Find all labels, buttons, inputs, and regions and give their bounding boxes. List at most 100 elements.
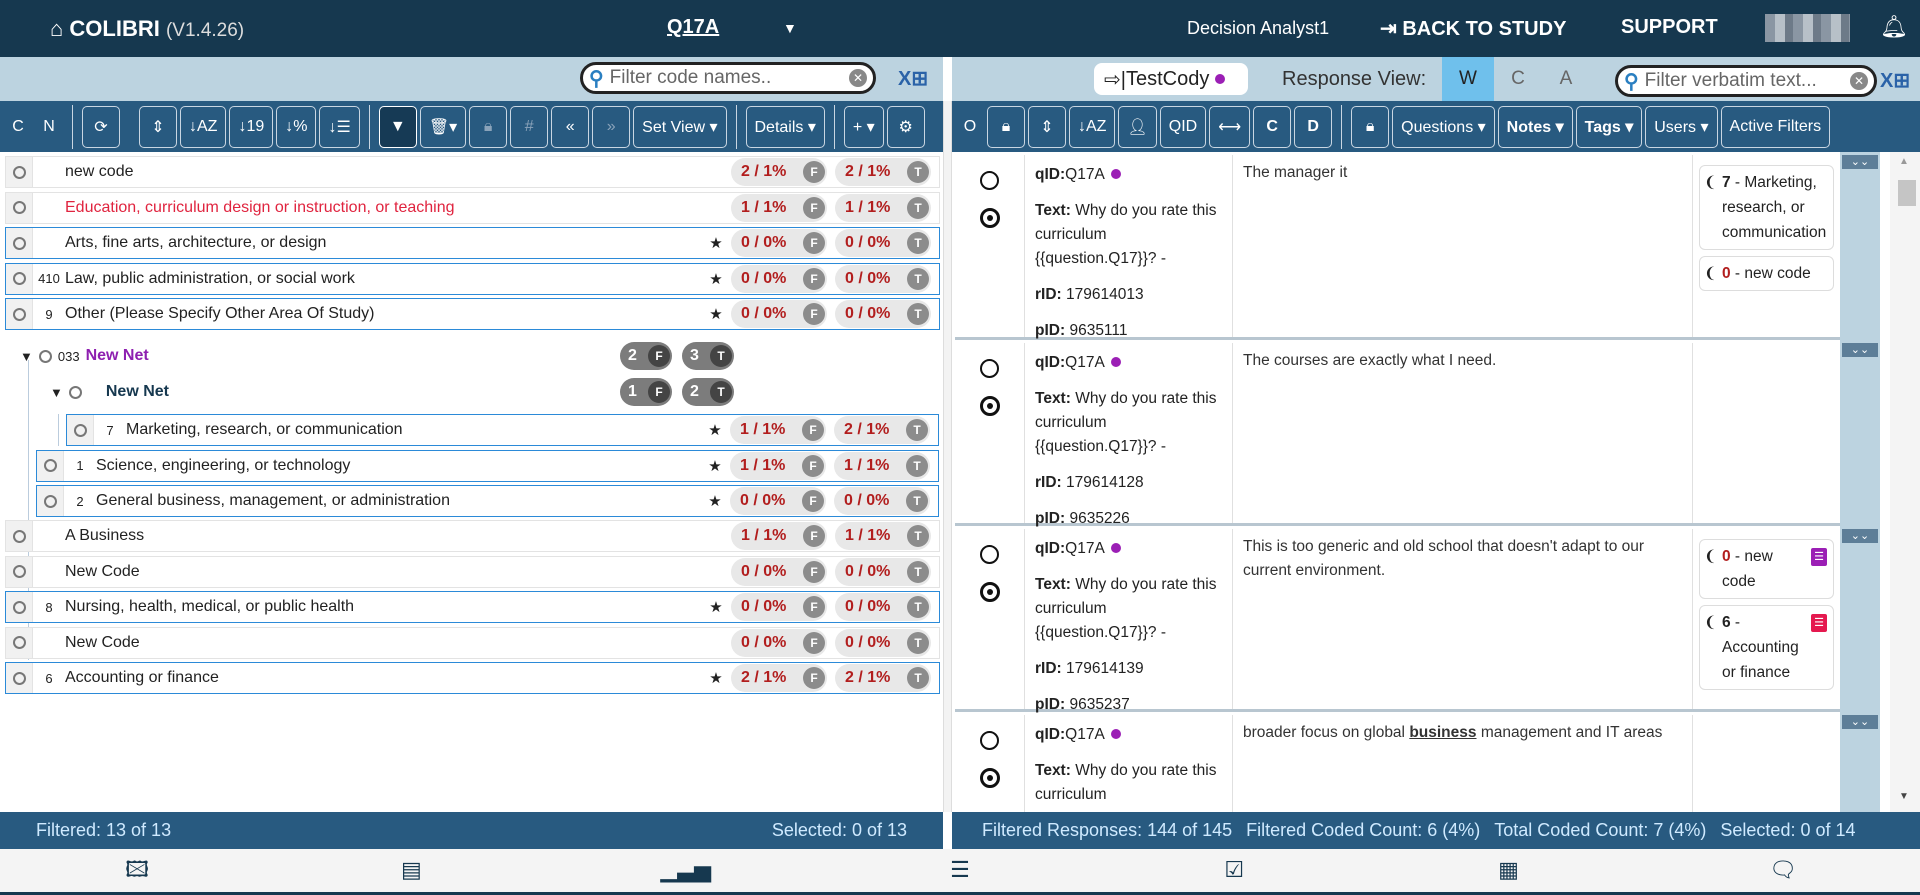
radio-icon[interactable]: [43, 459, 57, 472]
d-button[interactable]: D: [1294, 105, 1333, 148]
gallery-icon[interactable]: 🖾: [125, 857, 150, 882]
sort-alpha-button[interactable]: ↓AZ: [180, 105, 227, 148]
users-dropdown[interactable]: Users ▾: [1645, 105, 1718, 148]
scrollbar[interactable]: ▲ ▼: [1890, 152, 1920, 812]
row-select-cell[interactable]: [6, 228, 33, 258]
star-icon[interactable]: ★: [708, 422, 722, 439]
radio-icon[interactable]: [12, 671, 26, 685]
code-row[interactable]: 7 Marketing, research, or communication …: [66, 414, 939, 446]
caret-down-icon[interactable]: ▼: [50, 384, 63, 400]
remove-code-icon[interactable]: ❨: [1704, 548, 1717, 565]
lock-button[interactable]: 🔒︎: [987, 105, 1025, 148]
target-icon[interactable]: [979, 396, 1000, 416]
view-a-button[interactable]: A: [1559, 68, 1573, 89]
row-select-cell[interactable]: [37, 486, 64, 516]
row-select-cell[interactable]: [6, 192, 33, 223]
code-row[interactable]: 2 General business, management, or admin…: [36, 485, 939, 517]
net-row[interactable]: ▼ 033 New Net 2 F 3 T: [20, 342, 940, 370]
checklist-icon[interactable]: ☑: [1224, 857, 1245, 882]
response-card[interactable]: qID:Q17A Text: Why do you rate this curri…: [955, 343, 1840, 527]
response-card[interactable]: qID:Q17A Text: Why do you rate this curri…: [955, 155, 1840, 340]
radio-icon[interactable]: [12, 236, 26, 250]
select-radio[interactable]: [980, 545, 999, 564]
sort-numeric-button[interactable]: ↓19: [229, 105, 274, 148]
row-select-cell[interactable]: [6, 663, 33, 693]
excel-export-icon[interactable]: X⊞: [898, 68, 929, 90]
code-row[interactable]: 410 Law, public administration, or socia…: [5, 262, 940, 295]
row-select-cell[interactable]: [6, 263, 33, 294]
code-row[interactable]: 8 Nursing, health, medical, or public he…: [5, 591, 940, 623]
scroll-down-icon[interactable]: ▼: [1899, 791, 1909, 802]
star-icon[interactable]: ★: [709, 599, 723, 616]
lock-filter-button[interactable]: 🔒︎: [1351, 105, 1390, 148]
app-logo[interactable]: ⌂ COLIBRI (V1.4.26): [50, 16, 245, 41]
expand-button[interactable]: »: [592, 105, 631, 148]
bar-chart-icon[interactable]: ▁▃▅: [660, 857, 712, 882]
notes-dropdown[interactable]: Notes ▾: [1497, 105, 1573, 148]
radio-icon[interactable]: [43, 494, 57, 508]
row-select-cell[interactable]: [6, 157, 33, 187]
star-icon[interactable]: ★: [709, 235, 723, 252]
response-card[interactable]: qID:Q17A Text: Why do you rate this curri…: [955, 715, 1840, 812]
question-selector[interactable]: Q17A: [667, 16, 720, 38]
code-row[interactable]: Arts, fine arts, architecture, or design…: [5, 227, 940, 259]
document-icon[interactable]: ▤: [401, 857, 422, 882]
applied-code-chip[interactable]: ❨ 0 - new code ☰: [1699, 539, 1834, 599]
view-c-button[interactable]: C: [1511, 68, 1525, 89]
user-button[interactable]: 👤︎: [1118, 105, 1157, 148]
code-row[interactable]: new code 2 / 1% F 2 / 1% T: [5, 156, 940, 188]
lock-button[interactable]: 🔒︎: [469, 105, 508, 148]
filter-button[interactable]: ▼: [378, 105, 417, 148]
support-link[interactable]: SUPPORT: [1621, 16, 1718, 38]
code-row[interactable]: New Code 0 / 0% F 0 / 0% T: [5, 555, 940, 588]
radio-icon[interactable]: [12, 600, 26, 614]
code-row[interactable]: New Code 0 / 0% F 0 / 0% T: [5, 626, 940, 659]
remove-code-icon[interactable]: ❨: [1704, 174, 1717, 191]
star-icon[interactable]: ★: [709, 270, 723, 288]
expand-chevron-icon[interactable]: ⌄⌄: [1842, 155, 1878, 169]
applied-code-chip[interactable]: ❨ 6 - Accounting or finance ☰: [1699, 605, 1834, 690]
select-all-toggle[interactable]: O: [963, 117, 977, 135]
view-w-button[interactable]: W: [1442, 57, 1494, 101]
sort-toggle-button[interactable]: ⇕: [139, 105, 177, 148]
scrollbar-thumb[interactable]: [1898, 180, 1916, 206]
remove-code-icon[interactable]: ❨: [1704, 265, 1717, 282]
star-icon[interactable]: ★: [709, 670, 723, 687]
clear-icon[interactable]: ✕: [849, 69, 867, 87]
active-filters-dropdown[interactable]: Active Filters: [1720, 105, 1831, 148]
row-select-cell[interactable]: [6, 592, 33, 622]
clear-icon[interactable]: ✕: [1850, 72, 1868, 90]
response-card[interactable]: qID:Q17A Text: Why do you rate this curri…: [955, 529, 1840, 713]
chevron-down-icon[interactable]: ▼: [783, 20, 797, 36]
applied-code-chip[interactable]: ❨ 7 - Marketing, research, or communicati…: [1699, 165, 1834, 250]
radio-icon[interactable]: [12, 201, 26, 214]
radio-icon[interactable]: [68, 385, 82, 399]
remove-code-icon[interactable]: ❨: [1704, 614, 1717, 631]
refresh-button[interactable]: ⟳: [82, 105, 120, 148]
star-icon[interactable]: ★: [708, 457, 722, 475]
hash-button[interactable]: #: [510, 105, 549, 148]
comments-icon[interactable]: 🗨: [1768, 857, 1797, 882]
code-row[interactable]: Education, curriculum design or instruct…: [5, 191, 940, 224]
details-dropdown[interactable]: Details ▾: [745, 105, 825, 148]
code-row[interactable]: A Business 1 / 1% F 1 / 1% T: [5, 520, 940, 552]
sort-percent-button[interactable]: ↓%: [276, 105, 317, 148]
set-view-dropdown[interactable]: Set View ▾: [633, 105, 727, 148]
radio-icon[interactable]: [12, 272, 26, 285]
radio-icon[interactable]: [12, 565, 26, 578]
target-icon[interactable]: [979, 768, 1000, 788]
row-select-cell[interactable]: [6, 627, 33, 658]
radio-icon[interactable]: [12, 307, 26, 321]
column-n[interactable]: N: [43, 117, 55, 135]
note-icon[interactable]: ☰: [1811, 548, 1827, 566]
collapse-button[interactable]: «: [551, 105, 590, 148]
note-icon[interactable]: ☰: [1811, 614, 1827, 632]
pane-splitter[interactable]: [943, 101, 952, 812]
bell-icon[interactable]: 🔔︎: [1880, 14, 1908, 39]
sort-toggle-button[interactable]: ⇕: [1028, 105, 1066, 148]
column-c[interactable]: C: [12, 117, 24, 135]
target-icon[interactable]: [979, 582, 1000, 602]
row-select-cell[interactable]: [67, 415, 94, 445]
code-row[interactable]: 9 Other (Please Specify Other Area Of St…: [5, 298, 940, 330]
expand-chevron-icon[interactable]: ⌄⌄: [1842, 343, 1878, 357]
